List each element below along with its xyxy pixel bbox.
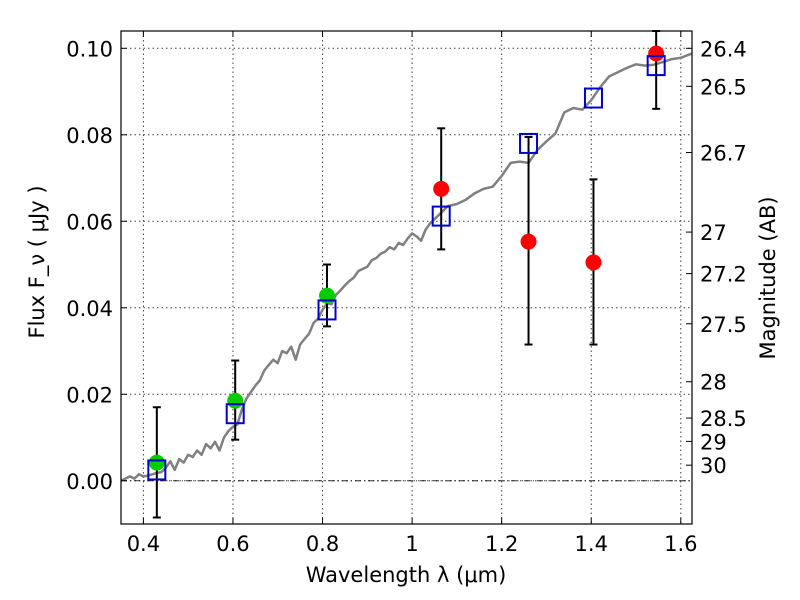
magnitude-tick-label: 26.4	[700, 37, 747, 61]
model-point	[646, 55, 666, 77]
data-markers	[147, 45, 666, 481]
y-tick-label: 0.10	[66, 37, 113, 61]
y-tick-label: 0.00	[66, 470, 113, 494]
model-point	[225, 403, 245, 425]
axis-ticks	[121, 31, 692, 524]
magnitude-axis-label: Magnitude (AB)	[756, 196, 780, 359]
y-tick-label: 0.02	[66, 383, 113, 407]
data-point	[648, 45, 665, 62]
model-point	[147, 459, 167, 481]
model-point	[583, 87, 603, 109]
magnitude-tick-label: 28	[700, 371, 727, 395]
y-tick-label: 0.04	[66, 297, 113, 321]
magnitude-tick-label: 29	[700, 430, 727, 454]
x-tick-label: 0.4	[127, 532, 160, 556]
model-point	[317, 299, 337, 321]
magnitude-tick-label: 30	[700, 454, 727, 478]
data-point	[319, 287, 336, 304]
x-tick-label: 0.6	[216, 532, 249, 556]
model-point	[519, 132, 539, 154]
data-point	[227, 392, 244, 409]
y-tick-label: 0.08	[66, 124, 113, 148]
plot-frame	[120, 30, 693, 525]
data-point	[433, 180, 450, 197]
x-tick-label: 1.4	[575, 532, 608, 556]
model-spectrum-line	[120, 52, 693, 482]
magnitude-tick-label: 26.5	[700, 75, 747, 99]
magnitude-tick-label: 28.5	[700, 407, 747, 431]
grid	[121, 31, 692, 524]
x-axis-label: Wavelength λ (μm)	[306, 563, 507, 587]
x-tick-label: 1.2	[485, 532, 518, 556]
x-tick-label: 0.8	[306, 532, 339, 556]
magnitude-tick-label: 27.5	[700, 313, 747, 337]
magnitude-tick-label: 27.2	[700, 263, 747, 287]
data-point	[585, 254, 602, 271]
model-spectrum	[120, 52, 693, 482]
x-tick-label: 1	[405, 532, 418, 556]
data-point	[148, 454, 165, 471]
tick-labels: 0.4 0.6 0.8 1 1.2 1.4 1.6 0.00 0.02 0.04 0.06 0.08 0…	[66, 37, 747, 556]
y-axis-label: Flux F_ν ( μJy )	[25, 185, 50, 338]
data-point	[520, 233, 537, 250]
magnitude-tick-label: 27	[700, 221, 727, 245]
model-point	[431, 205, 451, 227]
y-tick-label: 0.06	[66, 210, 113, 234]
x-tick-label: 1.6	[664, 532, 697, 556]
magnitude-tick-label: 26.7	[700, 142, 747, 166]
